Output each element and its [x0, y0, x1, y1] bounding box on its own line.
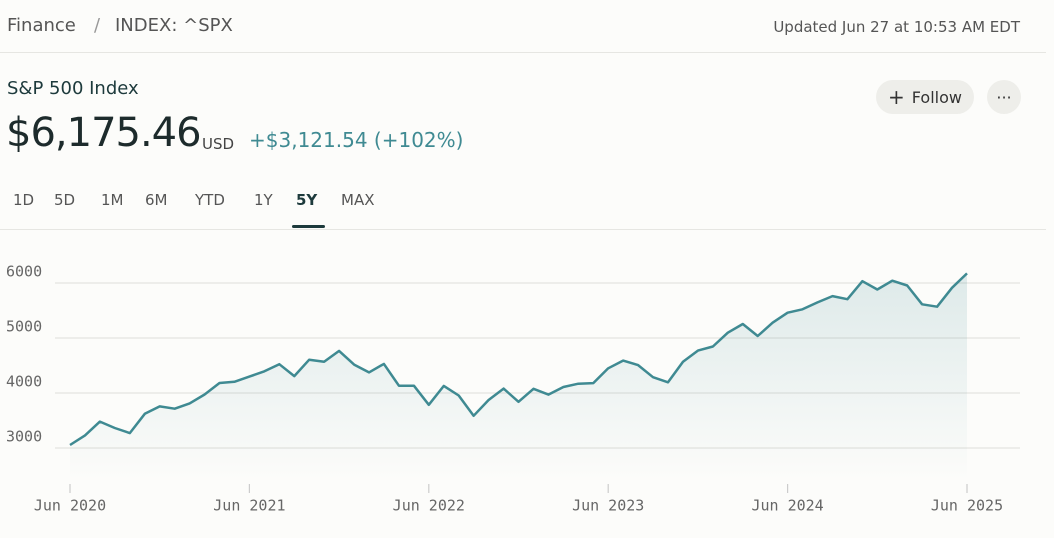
range-tab[interactable]: 5D: [54, 191, 76, 209]
range-tab[interactable]: YTD: [195, 191, 225, 209]
range-tab[interactable]: 1Y: [254, 191, 273, 209]
breadcrumb-separator: /: [94, 15, 101, 36]
range-tab[interactable]: 6M: [145, 191, 168, 209]
x-tick-label: Jun 2024: [751, 497, 823, 515]
more-label: ···: [996, 87, 1012, 107]
area: [70, 273, 967, 481]
updated-time: Updated Jun 27 at 10:53 AM EDT: [773, 18, 1020, 36]
index-name: S&P 500 Index: [7, 78, 139, 99]
range-tab[interactable]: 1M: [101, 191, 124, 209]
x-tick-label: Jun 2023: [572, 497, 644, 515]
y-tick-label: 3000: [6, 428, 42, 446]
plus-icon: +: [888, 85, 905, 109]
follow-button[interactable]: + Follow: [876, 80, 974, 114]
divider: [0, 229, 1046, 230]
breadcrumb-link[interactable]: Finance: [7, 15, 76, 36]
x-tick-label: Jun 2020: [34, 497, 106, 515]
divider: [0, 52, 1046, 53]
y-tick-label: 4000: [6, 373, 42, 391]
range-tab[interactable]: 1D: [13, 191, 35, 209]
range-tab[interactable]: 5Y: [296, 191, 318, 209]
x-tick-label: Jun 2021: [213, 497, 285, 515]
price-change: +$3,121.54 (+102%): [249, 128, 464, 152]
active-tab-indicator: [292, 225, 325, 228]
breadcrumb-current: INDEX: ^SPX: [115, 15, 233, 36]
price-line: [69, 272, 968, 447]
y-tick-label: 6000: [6, 263, 42, 281]
currency: USD: [202, 135, 235, 153]
more-button[interactable]: ···: [987, 80, 1021, 114]
range-tab[interactable]: MAX: [341, 191, 375, 209]
price: $6,175.46: [6, 110, 202, 156]
y-tick-label: 5000: [6, 318, 42, 336]
follow-label: Follow: [911, 87, 962, 107]
x-tick-label: Jun 2022: [393, 497, 465, 515]
x-tick-label: Jun 2025: [931, 497, 1003, 515]
